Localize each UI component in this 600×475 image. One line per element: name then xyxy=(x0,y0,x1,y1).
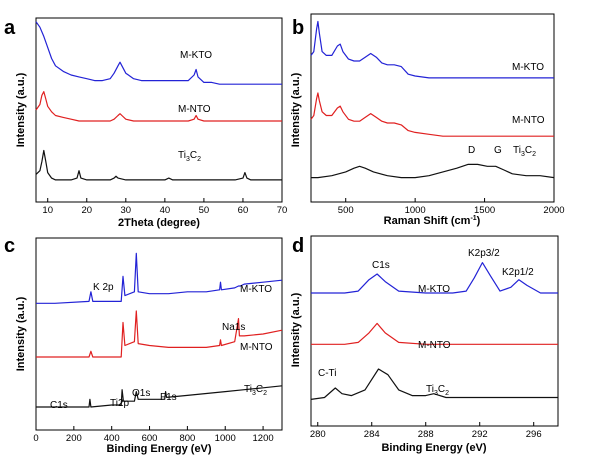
c1s-label: C1s xyxy=(50,400,68,411)
series-label-m-kto: M-KTO xyxy=(180,50,212,61)
x-tick-label: 40 xyxy=(160,205,171,216)
c1s-label: C1s xyxy=(372,260,390,271)
series-label-ti3c2: Ti3C2 xyxy=(244,384,267,397)
x-tick-label: 400 xyxy=(104,433,120,444)
y-axis-label: Intensity (a.u.) xyxy=(290,292,302,367)
x-ticks: 10 20 30 40 50 60 70 xyxy=(42,198,287,216)
panel-label-a: a xyxy=(4,17,16,39)
x-tick-label: 70 xyxy=(277,205,288,216)
series-group xyxy=(35,21,282,181)
g-band-label: G xyxy=(494,145,502,156)
series-label-m-nto: M-NTO xyxy=(512,115,545,126)
x-tick-label: 200 xyxy=(66,433,82,444)
k2p3-2-label: K2p3/2 xyxy=(468,248,500,259)
panel-c: c 0 200 400 600 800 1000 1200 Binding Energy (… xyxy=(4,235,283,455)
panel-d: d 280 284 288 292 296 Binding Energy (eV) In… xyxy=(290,235,559,454)
x-axis-label: Raman Shift (cm-1) xyxy=(384,215,481,227)
plot-frame xyxy=(35,237,283,431)
y-axis-label: Intensity (a.u.) xyxy=(290,72,302,147)
series-line-m-nto xyxy=(311,322,558,345)
series-line-ti3c2 xyxy=(311,163,555,179)
panel-b: b 500 1000 1500 2000 Raman Shift (cm-1) Int… xyxy=(290,13,565,227)
k2p-label: K 2p xyxy=(93,282,114,293)
x-tick-label: 50 xyxy=(199,205,210,216)
x-tick-label: 800 xyxy=(179,433,195,444)
series-group xyxy=(310,262,558,400)
x-axis-label: 2Theta (degree) xyxy=(118,217,200,229)
x-tick-label: 1000 xyxy=(405,205,426,216)
series-line-m-nto xyxy=(35,90,282,122)
x-axis-label: Binding Energy (eV) xyxy=(381,442,486,454)
series-label-m-kto: M-KTO xyxy=(418,284,450,295)
x-tick-label: 284 xyxy=(364,429,380,440)
series-line-ti3c2 xyxy=(35,149,282,181)
ti2p-label: Ti2p xyxy=(110,398,130,409)
x-ticks: 280 284 288 292 296 xyxy=(310,422,542,440)
series-label-ti3c2: Ti3C2 xyxy=(513,145,536,158)
series-group xyxy=(310,20,555,179)
series-line-ti3c2 xyxy=(310,368,558,400)
series-line-m-nto xyxy=(36,310,283,358)
x-tick-label: 10 xyxy=(42,205,53,216)
x-tick-label: 1500 xyxy=(474,205,495,216)
plot-frame xyxy=(310,235,559,427)
x-tick-label: 600 xyxy=(142,433,158,444)
series-label-m-nto: M-NTO xyxy=(178,104,211,115)
series-label-m-kto: M-KTO xyxy=(512,62,544,73)
na1s-label: Na1s xyxy=(222,322,245,333)
panel-a: a 10 20 30 40 50 60 70 2Theta (degree) Intensi… xyxy=(4,17,287,229)
f1s-label: F1s xyxy=(160,392,177,403)
x-tick-label: 30 xyxy=(121,205,132,216)
series-label-m-nto: M-NTO xyxy=(418,340,451,351)
x-tick-label: 296 xyxy=(526,429,542,440)
x-tick-label: 0 xyxy=(33,433,38,444)
x-tick-label: 2000 xyxy=(543,205,564,216)
panel-label-b: b xyxy=(292,17,304,39)
series-line-m-nto xyxy=(310,92,554,137)
d-band-label: D xyxy=(468,145,475,156)
x-ticks: 500 1000 1500 2000 xyxy=(338,198,565,216)
x-ticks: 0 200 400 600 800 1000 1200 xyxy=(33,426,274,444)
x-tick-label: 60 xyxy=(238,205,249,216)
series-line-ti3c2 xyxy=(36,385,283,408)
k2p1-2-label: K2p1/2 xyxy=(502,267,534,278)
panel-label-d: d xyxy=(292,235,304,257)
plot-frame xyxy=(310,13,555,203)
series-label-ti3c2: Ti3C2 xyxy=(426,384,449,397)
x-tick-label: 1200 xyxy=(253,433,274,444)
o1s-label: O1s xyxy=(132,388,150,399)
x-axis-label: Binding Energy (eV) xyxy=(106,443,211,455)
series-label-m-nto: M-NTO xyxy=(240,342,273,353)
x-tick-label: 280 xyxy=(310,429,326,440)
series-line-m-kto xyxy=(36,252,283,304)
series-label-ti3c2: Ti3C2 xyxy=(178,150,201,163)
x-tick-label: 292 xyxy=(472,429,488,440)
y-axis-label: Intensity (a.u.) xyxy=(15,296,27,371)
series-label-m-kto: M-KTO xyxy=(240,284,272,295)
c-ti-label: C-Ti xyxy=(318,368,337,379)
x-tick-label: 20 xyxy=(81,205,92,216)
series-line-m-kto xyxy=(35,21,282,85)
x-tick-label: 500 xyxy=(338,205,354,216)
series-line-m-kto xyxy=(310,20,554,79)
x-tick-label: 1000 xyxy=(215,433,236,444)
series-group xyxy=(36,252,283,408)
x-tick-label: 288 xyxy=(418,429,434,440)
series-line-m-kto xyxy=(311,262,558,294)
y-axis-label: Intensity (a.u.) xyxy=(15,72,27,147)
panel-label-c: c xyxy=(4,235,15,257)
